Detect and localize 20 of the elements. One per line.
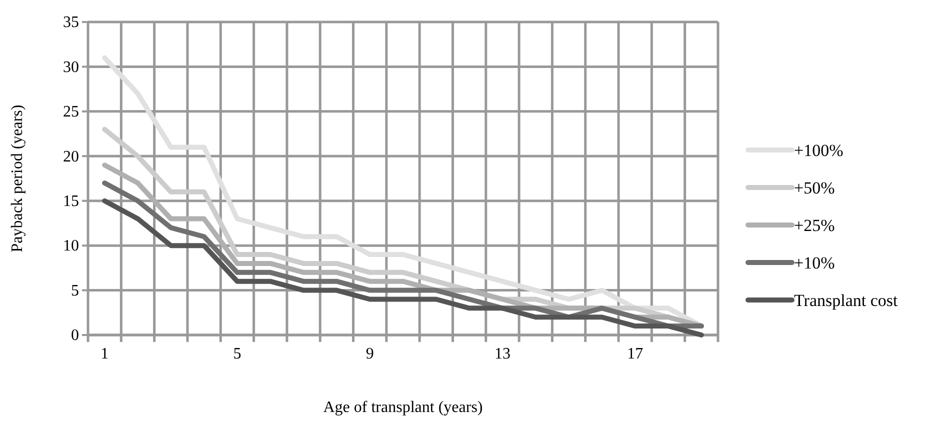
y-axis-title: Payback period (years)	[9, 104, 26, 252]
legend-label: Transplant cost	[794, 291, 898, 310]
y-tick-label: 35	[63, 14, 79, 32]
y-tick-label: 30	[63, 58, 79, 76]
legend-label: +25%	[794, 216, 835, 235]
x-tick-label: 13	[494, 345, 510, 362]
y-tick-label: 20	[63, 148, 79, 166]
legend-label: +50%	[794, 178, 835, 198]
y-tick-label: 15	[63, 192, 79, 210]
y-tick-label: 25	[63, 104, 79, 121]
x-tick-label: 1	[100, 345, 109, 362]
x-axis-title: Age of transplant (years)	[323, 399, 483, 416]
x-tick-label: 5	[233, 345, 242, 362]
x-tick-label: 9	[366, 345, 374, 362]
y-tick-label: 10	[63, 238, 79, 255]
legend-label: +100%	[794, 141, 844, 160]
x-tick-label: 17	[627, 345, 644, 362]
y-tick-label: 0	[71, 327, 79, 344]
y-tick-label: 5	[71, 282, 79, 300]
legend-label: +10%	[794, 254, 835, 272]
